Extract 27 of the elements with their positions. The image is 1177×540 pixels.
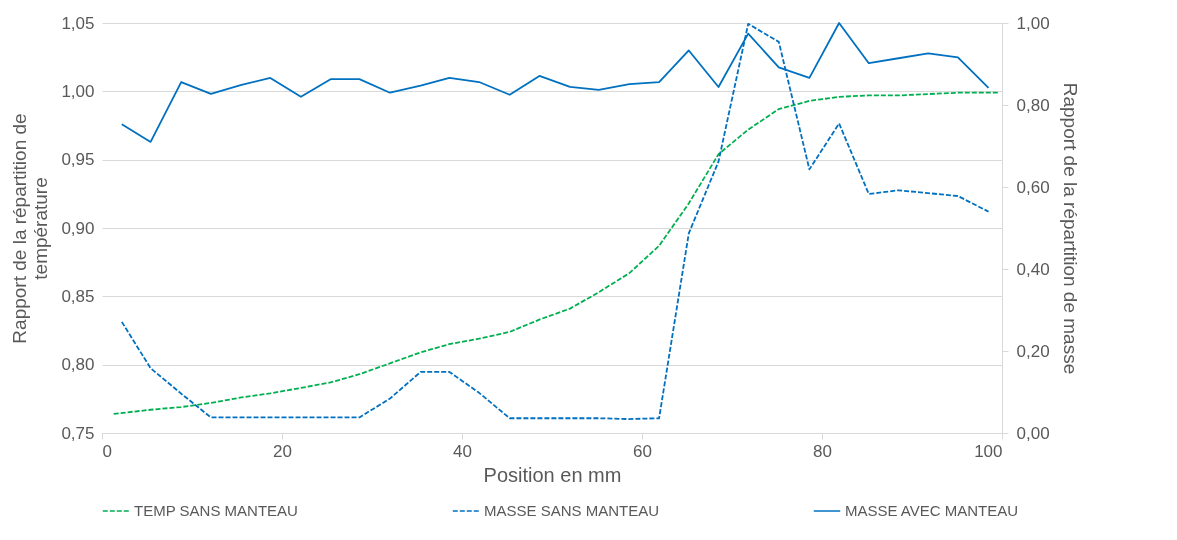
y-tick-label: 0,75: [61, 423, 95, 443]
y-axis-title: Rapport de la répartition de température: [9, 113, 52, 344]
x-tick-label: 80: [813, 441, 832, 461]
y2-tick-label: 0,40: [1016, 259, 1050, 279]
x-tick-label: 0: [102, 441, 112, 461]
line-series: [120, 22, 990, 420]
legend-label: MASSE AVEC MANTEAU: [845, 502, 1019, 519]
y-tick-label: 0,85: [61, 286, 95, 306]
x-tick-label: 100: [974, 441, 1003, 461]
legend-label: MASSE SANS MANTEAU: [484, 502, 660, 519]
y2-tick-label: 1,00: [1016, 13, 1050, 33]
y-tick-label: 1,05: [61, 13, 95, 33]
y-tick-label: 1,00: [61, 81, 95, 101]
x-tick-label: 20: [273, 441, 292, 461]
x-tick-label: 60: [633, 441, 652, 461]
y2-tick-label: 0,20: [1016, 341, 1050, 361]
y2-tick-label: 0,00: [1016, 423, 1050, 443]
line-series: [112, 91, 1001, 415]
y2-tick-label: 0,60: [1016, 177, 1050, 197]
legend-label: TEMP SANS MANTEAU: [134, 502, 298, 519]
y2-axis-title: Rapport de la répartition de masse: [1059, 82, 1081, 375]
y-tick-label: 0,80: [61, 355, 95, 375]
y-tick-label: 0,90: [61, 218, 95, 238]
y-tick-label: 0,95: [61, 150, 95, 170]
x-tick-label: 40: [453, 441, 472, 461]
y2-tick-label: 0,80: [1016, 95, 1050, 115]
x-axis-title: Position en mm: [483, 463, 622, 486]
